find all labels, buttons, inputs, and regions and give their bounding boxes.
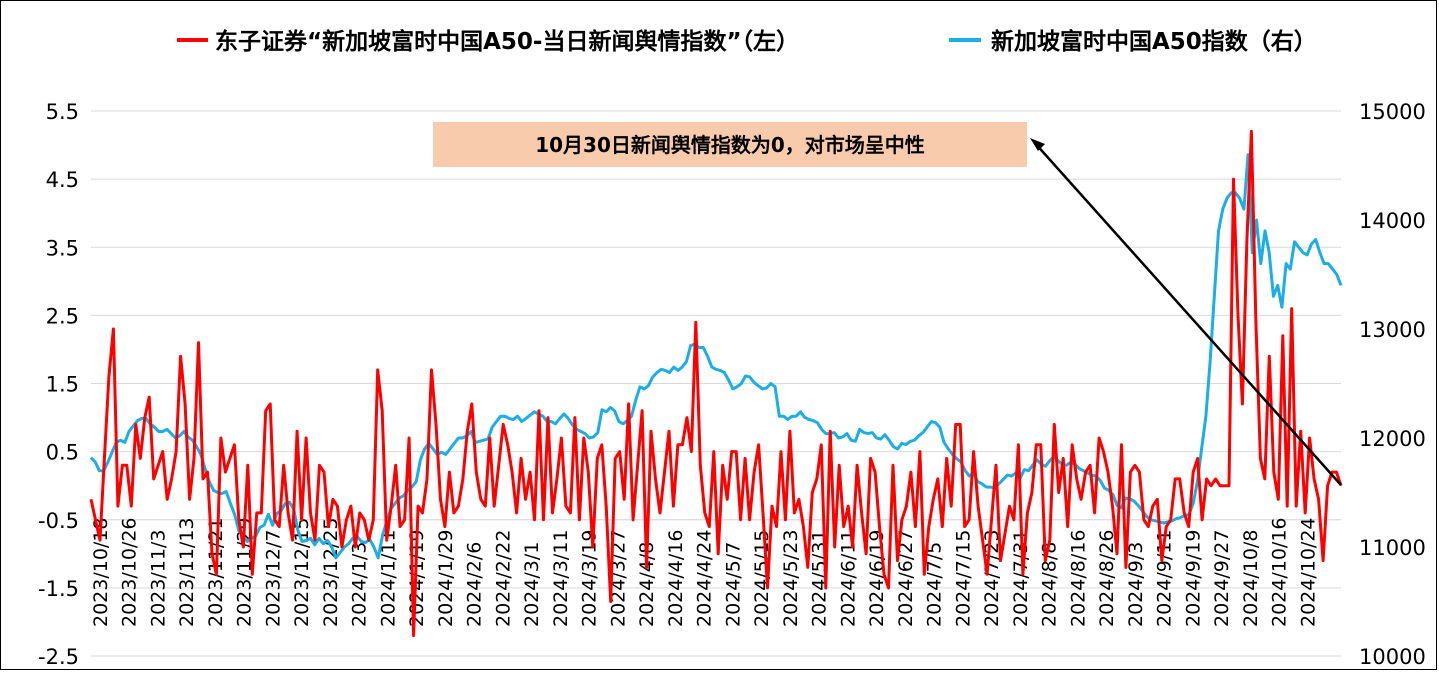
annotation-arrow-line xyxy=(1033,141,1342,486)
x-tick-label: 2024/2/22 xyxy=(492,530,514,627)
x-tick-label: 2023/10/18 xyxy=(90,517,112,627)
legend-label-sentiment: 东子证券“新加坡富时中国A50-当日新闻舆情指数”（左） xyxy=(215,28,799,55)
y-right-tick-label: 14000 xyxy=(1359,209,1426,233)
x-tick-label: 2023/12/25 xyxy=(320,517,342,627)
y-left-tick-label: -1.5 xyxy=(38,577,79,601)
y-left-tick-label: -2.5 xyxy=(38,645,79,669)
x-tick-label: 2024/3/1 xyxy=(521,542,543,627)
x-tick-label: 2024/5/15 xyxy=(751,530,773,627)
y-left-tick-label: 3.5 xyxy=(46,236,79,260)
x-tick-label: 2023/12/15 xyxy=(291,517,313,627)
x-tick-label: 2024/9/27 xyxy=(1211,530,1233,627)
x-tick-label: 2024/3/19 xyxy=(579,530,601,627)
x-tick-label: 2024/9/19 xyxy=(1182,530,1204,627)
x-tick-label: 2024/8/26 xyxy=(1096,530,1118,627)
y-right-tick-label: 13000 xyxy=(1359,318,1426,342)
x-tick-label: 2024/1/11 xyxy=(377,530,399,627)
y-left-tick-label: 4.5 xyxy=(46,168,79,192)
legend: 东子证券“新加坡富时中国A50-当日新闻舆情指数”（左） 新加坡富时中国A50指… xyxy=(177,28,1317,55)
x-tick-label: 2024/8/16 xyxy=(1067,530,1089,627)
annotation-text: 10月30日新闻舆情指数为0，对市场呈中性 xyxy=(535,133,925,157)
x-tick-label: 2023/10/26 xyxy=(119,517,141,627)
y-axis-left: -2.5 -1.5 -0.5 0.5 1.5 2.5 3.5 4.5 5.5 xyxy=(38,100,79,669)
annotation-arrowhead-icon xyxy=(1030,138,1045,151)
x-tick-label: 2024/1/3 xyxy=(349,542,371,627)
y-left-tick-label: 0.5 xyxy=(46,441,79,465)
x-tick-label: 2024/3/11 xyxy=(550,530,572,627)
y-left-tick-label: 5.5 xyxy=(46,100,79,124)
x-axis-labels: 2023/10/18 2023/10/26 2023/11/3 2023/11/13 2… xyxy=(90,517,1319,627)
x-tick-label: 2024/1/29 xyxy=(435,530,457,627)
y-right-tick-label: 15000 xyxy=(1359,100,1426,124)
x-tick-label: 2024/6/11 xyxy=(837,530,859,627)
x-tick-label: 2024/9/3 xyxy=(1125,542,1147,627)
annotation: 10月30日新闻舆情指数为0，对市场呈中性 xyxy=(433,122,1342,486)
x-tick-label: 2024/10/8 xyxy=(1240,530,1262,627)
x-tick-label: 2024/8/8 xyxy=(1039,542,1061,627)
x-tick-label: 2024/4/24 xyxy=(694,530,716,627)
legend-label-a50: 新加坡富时中国A50指数（右） xyxy=(991,28,1317,55)
y-right-tick-label: 11000 xyxy=(1359,536,1426,560)
x-tick-label: 2024/10/24 xyxy=(1297,517,1319,627)
x-tick-label: 2024/5/23 xyxy=(780,530,802,627)
x-tick-label: 2024/7/31 xyxy=(1010,530,1032,627)
x-tick-label: 2024/7/5 xyxy=(924,542,946,627)
series-line-sentiment xyxy=(89,129,1343,638)
y-axis-right: 10000 11000 12000 13000 14000 15000 xyxy=(1359,100,1426,669)
y-left-tick-label: 1.5 xyxy=(46,373,79,397)
x-tick-label: 2024/5/7 xyxy=(722,542,744,627)
x-tick-label: 2024/2/6 xyxy=(464,542,486,627)
annotation-box xyxy=(433,122,1027,167)
y-left-tick-label: 2.5 xyxy=(46,304,79,328)
series-line-a50 xyxy=(89,153,1343,560)
x-tick-label: 2024/9/11 xyxy=(1154,530,1176,627)
x-tick-label: 2024/6/27 xyxy=(895,530,917,627)
x-tick-label: 2023/11/3 xyxy=(147,530,169,627)
y-right-tick-label: 12000 xyxy=(1359,427,1426,451)
x-tick-label: 2024/7/15 xyxy=(952,530,974,627)
y-right-tick-label: 10000 xyxy=(1359,645,1426,669)
x-tick-label: 2024/7/23 xyxy=(981,530,1003,627)
x-tick-label: 2023/12/7 xyxy=(262,530,284,627)
y-left-tick-label: -0.5 xyxy=(38,509,79,533)
x-tick-label: 2024/4/16 xyxy=(665,530,687,627)
x-tick-label: 2024/10/16 xyxy=(1269,517,1291,627)
x-tick-label: 2023/11/13 xyxy=(176,517,198,627)
x-tick-label: 2024/4/8 xyxy=(636,542,658,627)
